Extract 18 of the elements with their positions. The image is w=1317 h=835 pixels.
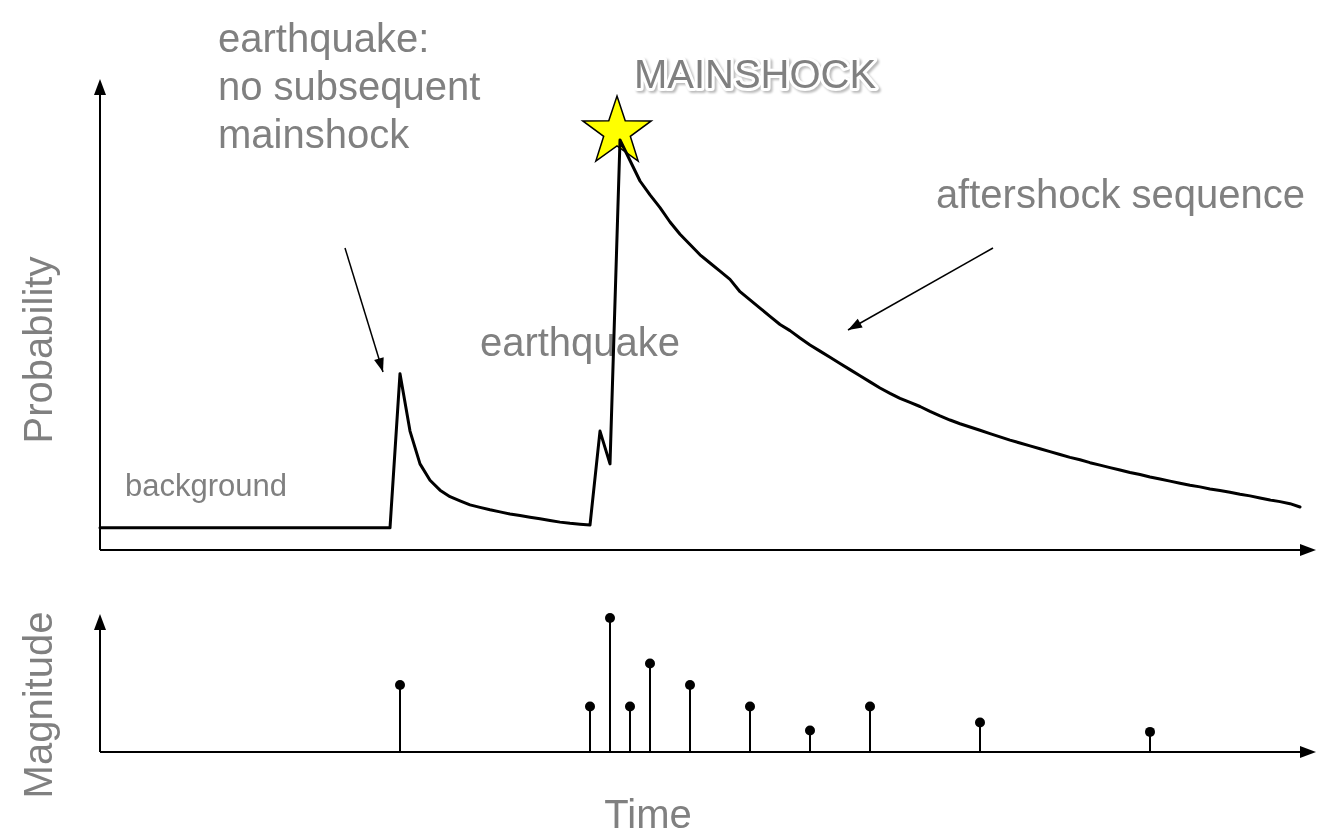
point (645, 658, 655, 669)
point (805, 725, 815, 736)
point (685, 680, 695, 690)
annotation: earthquake: no subsequent mainshock (218, 16, 481, 156)
point (395, 680, 405, 690)
annotation: aftershock sequence (935, 172, 1305, 216)
point (585, 701, 595, 712)
point (865, 701, 875, 712)
x-axis-title: Time (604, 792, 692, 835)
y-axis-title: Probability (16, 256, 60, 444)
point (625, 701, 635, 712)
annotation: background (125, 468, 288, 503)
point (745, 701, 755, 712)
point (975, 717, 985, 728)
point (605, 613, 615, 623)
y-axis-title: Magnitude (16, 611, 60, 799)
point (1145, 726, 1155, 737)
text: MAINSHOCK (633, 52, 877, 96)
